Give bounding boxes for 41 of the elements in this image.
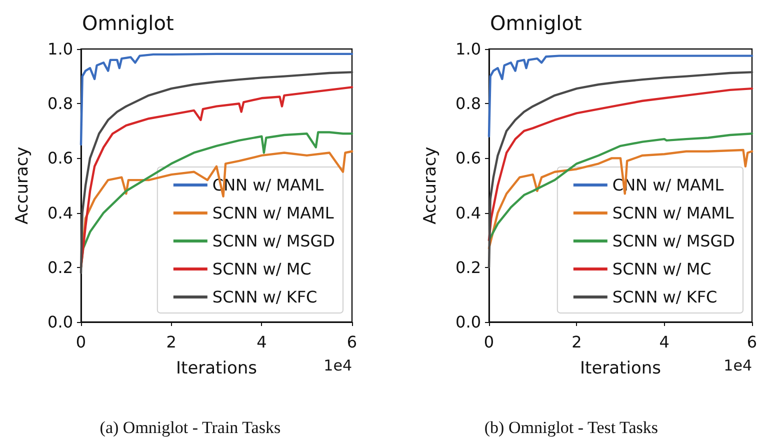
y-tick-label: 0.2	[456, 258, 481, 277]
text: (b) Omniglot - Test Tasks	[484, 418, 658, 437]
y-axis-title: Accuracy	[12, 146, 32, 224]
y-tick-label: 0.2	[48, 258, 73, 277]
y-tick-label: 1.0	[48, 40, 73, 58]
x-tick-label: 6	[346, 332, 358, 352]
x-tick-label: 4	[256, 332, 267, 352]
y-axis-title: Accuracy	[420, 146, 440, 224]
x-tick-label: 2	[166, 332, 176, 352]
y-tick-label: 0.8	[456, 94, 481, 114]
legend-label: SCNN w/ MAML	[212, 204, 334, 222]
x-axis-title: Iterations	[580, 358, 662, 378]
line-series	[488, 148, 754, 250]
x-tick-label: 0	[76, 332, 86, 352]
y-tick-label: 0.6	[456, 148, 481, 168]
legend-label: SCNN w/ KFC	[612, 288, 718, 306]
legend-label: SCNN w/ MC	[612, 260, 712, 278]
legend-label: SCNN w/ KFC	[212, 288, 318, 306]
x-tick-label: 4	[659, 332, 670, 352]
chart-title: Omniglot	[490, 11, 582, 35]
y-tick-label: 0.6	[48, 148, 73, 168]
x-tick-label: 0	[484, 332, 494, 352]
x-tick-label: 6	[746, 332, 758, 352]
line-series	[80, 52, 354, 146]
y-tick-label: 0.8	[48, 94, 73, 114]
text: 1e4	[324, 356, 352, 374]
chart-title: Omniglot	[82, 11, 174, 35]
legend-label: SCNN w/ MAML	[612, 204, 734, 222]
x-tick-label: 2	[572, 332, 582, 352]
y-tick-label: 0.0	[48, 312, 73, 332]
y-tick-label: 1.0	[456, 40, 481, 58]
line-series	[488, 54, 754, 138]
text: (a) Omniglot - Train Tasks	[100, 418, 281, 437]
legend-label: SCNN w/ MC	[212, 260, 312, 278]
x-axis-title: Iterations	[176, 358, 258, 378]
legend-label: SCNN w/ MSGD	[212, 232, 335, 250]
y-tick-label: 0.4	[456, 203, 481, 222]
y-tick-label: 0.0	[456, 312, 481, 332]
y-tick-label: 0.4	[48, 203, 73, 222]
legend-label: SCNN w/ MSGD	[612, 232, 735, 250]
text: 1e4	[724, 356, 752, 374]
